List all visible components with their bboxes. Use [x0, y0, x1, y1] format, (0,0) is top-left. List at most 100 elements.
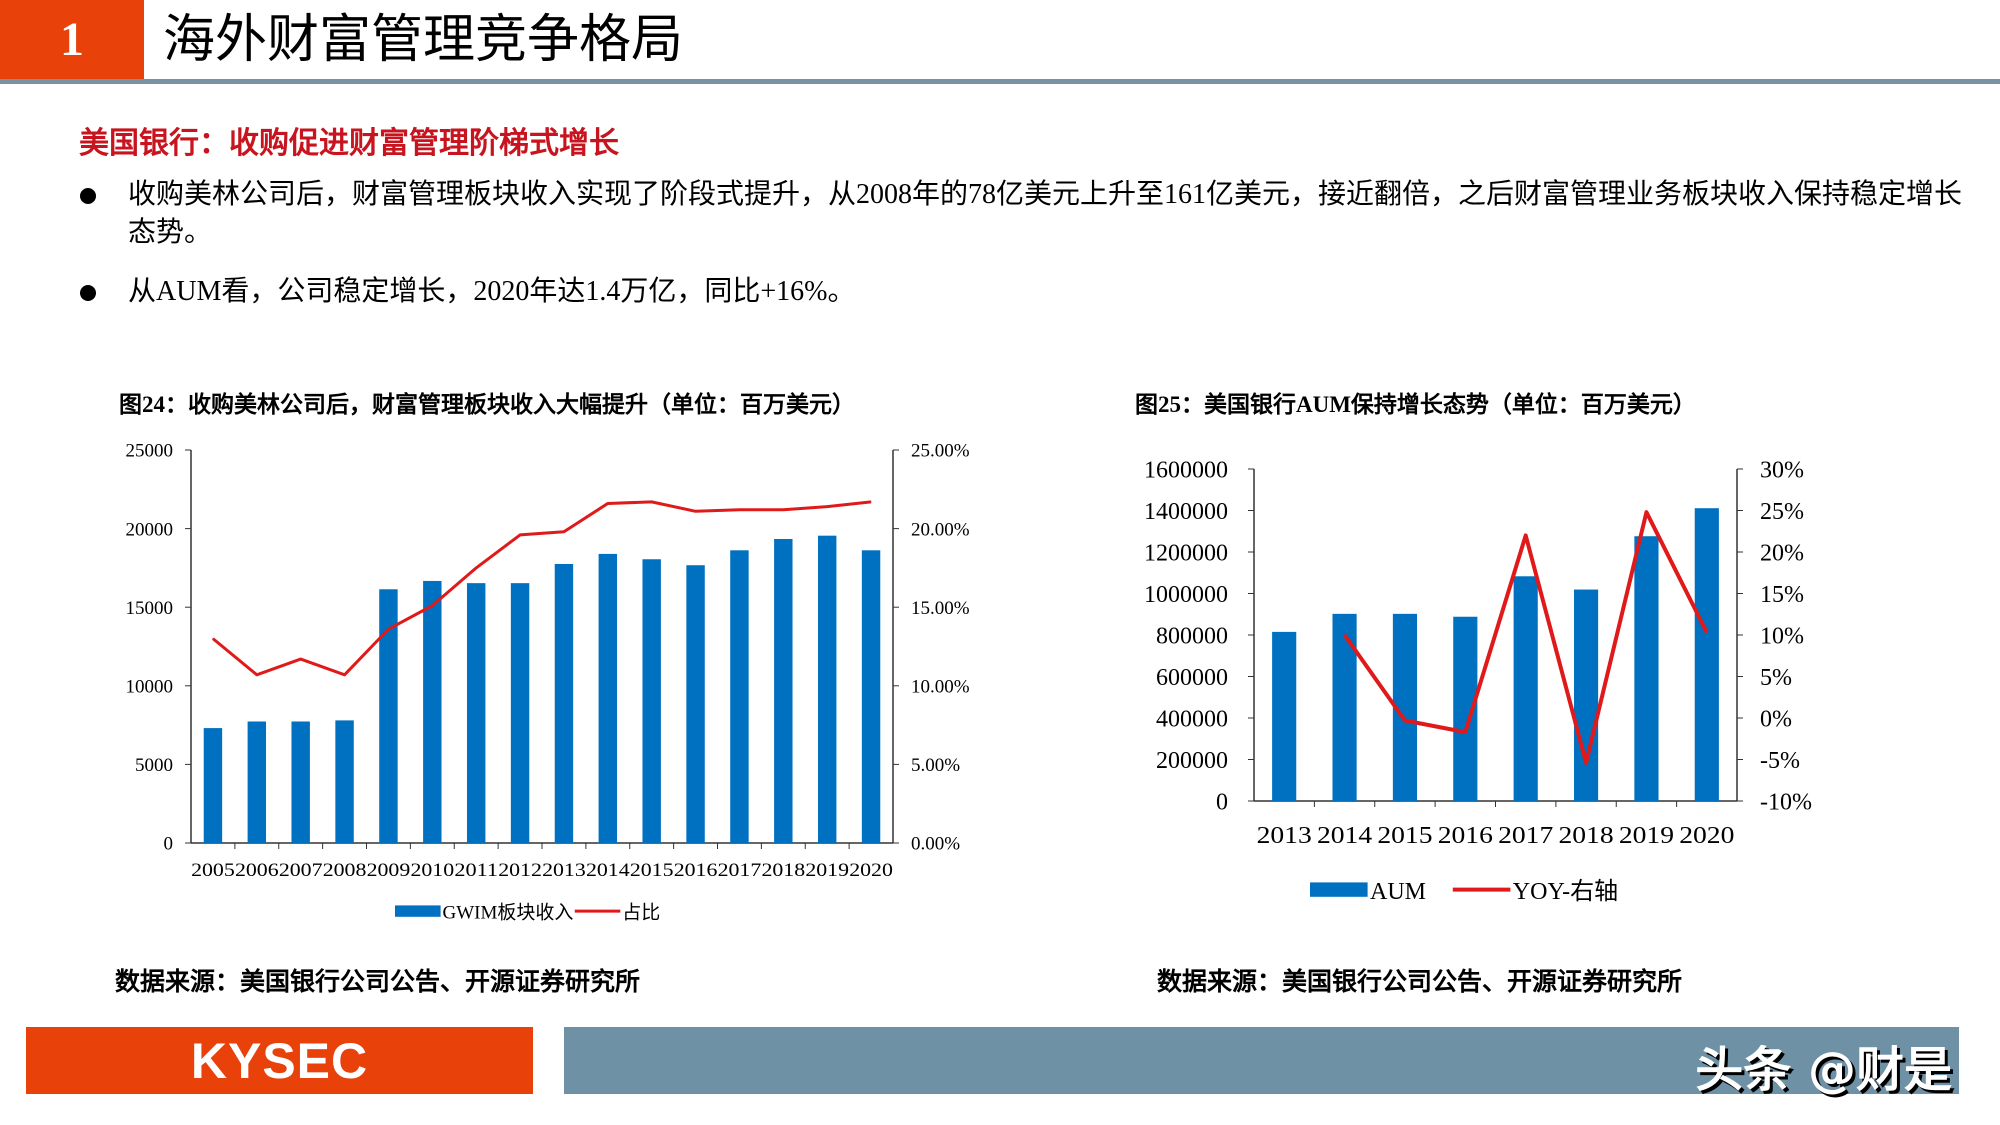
right-tick-label: 5.00% — [911, 755, 960, 776]
left-tick-label: 0 — [1216, 789, 1228, 815]
bar — [554, 563, 574, 843]
section-subtitle: 美国银行：收购促进财富管理阶梯式增长 — [79, 127, 619, 160]
line-point — [519, 534, 521, 536]
x-tick-label: 2017 — [1498, 823, 1553, 849]
left-tick-label: 400000 — [1156, 706, 1228, 732]
bar — [379, 589, 398, 843]
line-point — [431, 605, 433, 607]
x-tick-label: 2009 — [367, 860, 411, 881]
left-tick-label: 600000 — [1156, 665, 1228, 691]
right-tick-label: 25% — [1760, 499, 1804, 525]
right-tick-label: 0% — [1760, 706, 1792, 732]
right-tick-label: 0.00% — [911, 834, 960, 855]
x-tick-label: 2008 — [323, 860, 367, 881]
bar — [1453, 616, 1478, 801]
bar — [598, 553, 618, 843]
figure-25-source: 数据来源：美国银行公司公告、开源证券研究所 — [1157, 969, 1683, 996]
bar — [203, 728, 223, 843]
bar — [1634, 536, 1659, 801]
line-point — [1645, 511, 1647, 513]
x-tick-label: 2017 — [718, 860, 762, 881]
left-tick-label: 20000 — [126, 519, 174, 540]
bar — [642, 559, 661, 843]
bullet-dot-icon — [80, 285, 96, 301]
left-tick-label: 1000000 — [1144, 582, 1228, 608]
line-point — [1585, 762, 1587, 764]
legend-label: YOY-右轴 — [1513, 878, 1618, 905]
left-tick-label: 10000 — [126, 676, 174, 697]
line-point — [1464, 731, 1466, 733]
left-tick-label: 200000 — [1156, 748, 1228, 774]
x-tick-label: 2018 — [1558, 823, 1613, 849]
bar — [291, 721, 310, 843]
x-tick-label: 2019 — [805, 860, 849, 881]
x-tick-label: 2010 — [410, 860, 454, 881]
x-tick-label: 2018 — [761, 860, 805, 881]
bar — [1272, 631, 1297, 801]
line-point — [563, 531, 565, 533]
x-tick-label: 2007 — [279, 860, 323, 881]
line-point — [1525, 534, 1527, 536]
page-title: 海外财富管理竞争格局 — [163, 12, 684, 69]
x-tick-label: 2019 — [1619, 823, 1674, 849]
x-tick-label: 2013 — [1257, 823, 1312, 849]
line-point — [300, 658, 302, 660]
x-tick-label: 2015 — [630, 860, 674, 881]
left-tick-label: 25000 — [126, 441, 174, 462]
x-tick-label: 2015 — [1377, 823, 1432, 849]
x-tick-label: 2016 — [674, 860, 718, 881]
line-point — [607, 502, 609, 504]
x-tick-label: 2012 — [498, 860, 542, 881]
line-point — [870, 501, 872, 503]
bar — [730, 550, 749, 843]
bar — [335, 720, 354, 843]
x-tick-label: 2014 — [586, 860, 630, 881]
bar — [774, 538, 793, 843]
line-point — [1344, 634, 1346, 636]
line-point — [695, 510, 697, 512]
x-tick-label: 2006 — [235, 860, 279, 881]
right-tick-label: 15% — [1760, 582, 1804, 608]
bar — [247, 721, 267, 843]
x-tick-label: 2020 — [1679, 823, 1734, 849]
bar — [1573, 589, 1599, 801]
right-tick-label: -10% — [1760, 789, 1812, 815]
legend-label: AUM — [1370, 879, 1426, 905]
line-point — [212, 638, 214, 640]
legend-label: 占比 — [622, 902, 660, 924]
line-point — [651, 501, 653, 503]
left-tick-label: 1400000 — [1144, 499, 1228, 525]
kysec-logo: KYSEC — [26, 1027, 533, 1094]
line-point — [826, 506, 828, 508]
bar — [861, 550, 881, 843]
right-tick-label: 20% — [1760, 540, 1804, 566]
figure-25-title: 图25：美国银行AUM保持增长态势（单位：百万美元） — [1135, 392, 1696, 417]
left-tick-label: 0 — [164, 834, 174, 855]
bar — [817, 535, 837, 843]
left-tick-label: 800000 — [1156, 623, 1228, 649]
x-tick-label: 2014 — [1317, 823, 1372, 849]
bullet-text: 从AUM看，公司稳定增长，2020年达1.4万亿，同比+16%。 — [128, 276, 856, 307]
right-tick-label: 10.00% — [911, 676, 970, 697]
right-tick-label: 15.00% — [911, 598, 970, 619]
legend-label: GWIM板块收入 — [443, 902, 574, 924]
line-point — [1706, 632, 1708, 634]
header-divider — [0, 79, 2000, 84]
bar — [510, 583, 530, 843]
right-tick-label: 30% — [1760, 457, 1804, 483]
left-tick-label: 5000 — [135, 755, 173, 776]
bar — [686, 565, 705, 843]
bar — [1694, 508, 1719, 801]
left-tick-label: 1600000 — [1144, 457, 1228, 483]
line-series — [211, 500, 872, 677]
legend-swatch-bar — [395, 905, 441, 917]
line-point — [738, 509, 740, 511]
watermark: 头条 @财是 — [1695, 1042, 1952, 1098]
figure-24-source: 数据来源：美国银行公司公告、开源证券研究所 — [115, 969, 641, 996]
bar — [1392, 613, 1418, 801]
bullet-text: 收购美林公司后，财富管理板块收入实现了阶段式提升，从2008年的78亿美元上升至… — [128, 179, 1963, 248]
x-tick-label: 2013 — [542, 860, 586, 881]
left-tick-label: 15000 — [126, 598, 174, 619]
line-point — [782, 509, 784, 511]
bar — [1513, 576, 1538, 801]
